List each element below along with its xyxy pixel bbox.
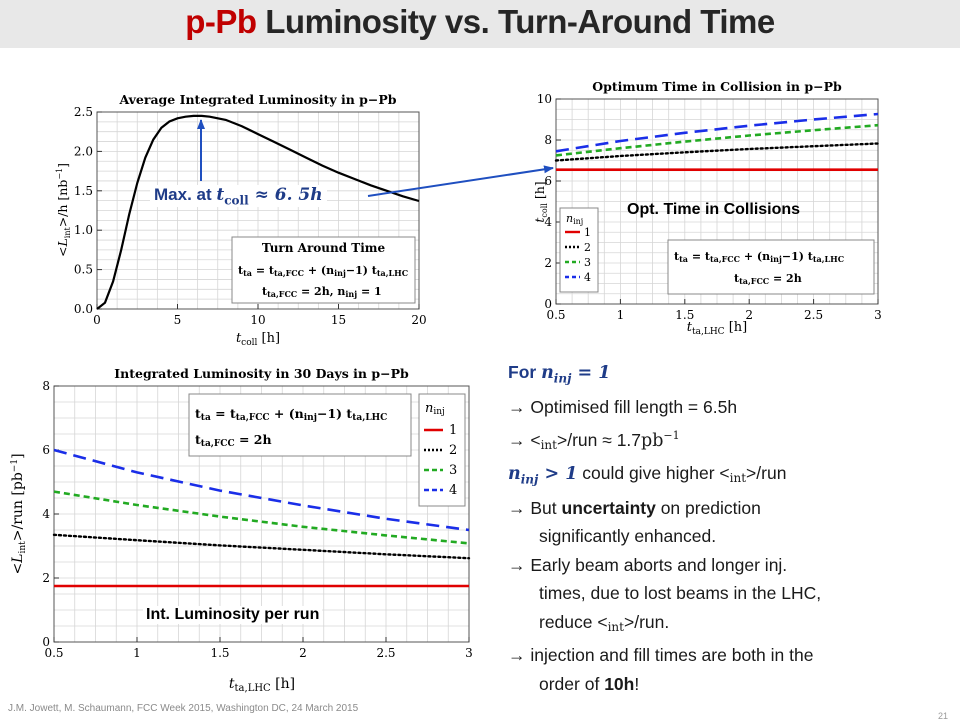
y-tick-label: 2.5 (74, 105, 93, 119)
legend-entry-1: 1 (584, 226, 591, 239)
y-axis-label: tcoll [h] (532, 181, 549, 222)
line-injection: → injection and fill times are both in t… (508, 645, 814, 666)
x-tick-label: 3 (874, 308, 882, 322)
slide-number: 21 (938, 711, 949, 721)
x-tick-label: 10 (250, 313, 265, 327)
y-tick-label: 8 (544, 133, 552, 147)
line-optimised: → Optimised fill length = 6.5h (508, 397, 738, 417)
legend-entry-4: 4 (449, 483, 457, 498)
legend-line: tta = tta,FCC + (ninj−1) tta,LHC (674, 250, 844, 264)
legend-entry-3: 3 (584, 256, 591, 269)
y-tick-label: 2.0 (74, 144, 93, 158)
x-tick-label: 3 (465, 646, 473, 660)
max-math-rest: ≈ 6. 5h (248, 185, 323, 205)
line-for-ninj: For ninj = 1 (508, 362, 611, 386)
x-tick-label: 2.5 (376, 646, 395, 660)
y-tick-label: 1.5 (74, 184, 93, 198)
x-tick-label: 1 (617, 308, 625, 322)
opt-time-label: Opt. Time in Collisions (627, 201, 801, 218)
x-tick-label: 0.5 (44, 646, 63, 660)
legend-line: tta,FCC = 2h, ninj = 1 (262, 285, 382, 299)
max-math-sub: coll (224, 193, 249, 208)
legend-entry-2: 2 (584, 241, 591, 254)
legend-title: Turn Around Time (262, 241, 386, 255)
max-annotation: Max. at tcoll ≈ 6. 5h (150, 185, 327, 208)
text-panel: For ninj = 1 → Optimised fill length = 6… (508, 358, 953, 698)
x-tick-label: 20 (411, 313, 426, 327)
x-tick-label: 5 (174, 313, 182, 327)
legend-box (667, 239, 875, 295)
series-line-3 (53, 490, 470, 545)
legend-entry-1: 1 (449, 423, 457, 438)
int-lumi-label: Int. Luminosity per run (143, 606, 323, 624)
max-label: Max. at (154, 185, 217, 204)
y-tick-label: 6 (544, 174, 552, 188)
slide-title: p-Pb Luminosity vs. Turn-Around Time (0, 3, 960, 41)
series-line-3 (555, 123, 879, 157)
legend-line: tta,FCC = 2h (734, 272, 802, 286)
legend-line: tta = tta,FCC + (ninj−1) tta,LHC (238, 264, 408, 278)
chart-title: Average Integrated Luminosity in p−Pb (118, 92, 396, 107)
line-enhanced: significantly enhanced. (539, 526, 717, 547)
chart-title: Optimum Time in Collision in p−Pb (592, 79, 842, 94)
y-tick-label: 6 (42, 443, 50, 457)
x-tick-label: 1 (133, 646, 141, 660)
title-bar (0, 0, 960, 48)
series-line-4 (555, 112, 879, 153)
line-reduce: reduce <int>/run. (539, 611, 670, 634)
line-ninj-gt: ninj > 1 could give higher <int>/run (508, 462, 787, 487)
arrow-to-opt-time (367, 165, 554, 197)
line-lumi-run: → <int>/run ≈ 1.7pb−1 (508, 428, 680, 452)
line-order: order of 10h! (539, 673, 640, 694)
legend-entry-4: 4 (584, 271, 591, 284)
title-rest: Luminosity vs. Turn-Around Time (256, 3, 775, 40)
y-tick-label: 10 (537, 92, 552, 106)
y-tick-label: 2 (544, 256, 552, 270)
legend-box (231, 236, 416, 304)
x-tick-label: 1.5 (675, 308, 694, 322)
y-tick-label: 0 (544, 297, 552, 311)
y-tick-label: 4 (544, 215, 552, 229)
y-tick-label: 0 (42, 635, 50, 649)
x-tick-label: 2 (299, 646, 307, 660)
legend-line: tta = tta,FCC + (ninj−1) tta,LHC (195, 406, 387, 423)
legend-entry-3: 3 (449, 463, 457, 478)
footer: J.M. Jowett, M. Schaumann, FCC Week 2015… (8, 703, 359, 714)
line-early-aborts: → Early beam aborts and longer inj. (508, 554, 788, 575)
x-tick-label: 0.5 (546, 308, 565, 322)
plot-frame (555, 98, 879, 305)
y-tick-label: 4 (42, 507, 50, 521)
line-lost-beams: times, due to lost beams in the LHC, (539, 583, 822, 604)
legend-entry-2: 2 (449, 443, 457, 458)
y-tick-label: 0.5 (74, 263, 93, 277)
x-tick-label: 0 (93, 313, 101, 327)
legend-box (188, 393, 412, 457)
series-line-2 (554, 142, 880, 162)
y-tick-label: 2 (42, 571, 50, 585)
chart-title: Integrated Luminosity in 30 Days in p−Pb (114, 366, 409, 381)
x-tick-label: 2.5 (804, 308, 823, 322)
series-line-main (96, 114, 420, 310)
series-line-2 (52, 533, 471, 560)
series-line-4 (53, 448, 470, 532)
max-math: t (216, 185, 225, 205)
x-tick-label: 1.5 (210, 646, 229, 660)
y-tick-label: 0.0 (74, 302, 93, 316)
line-uncertainty: → But uncertainty on prediction (508, 497, 761, 518)
x-tick-label: 15 (331, 313, 346, 327)
y-tick-label: 1.0 (74, 223, 93, 237)
title-accent: p-Pb (185, 3, 257, 40)
y-tick-label: 8 (42, 379, 50, 393)
x-tick-label: 2 (745, 308, 753, 322)
